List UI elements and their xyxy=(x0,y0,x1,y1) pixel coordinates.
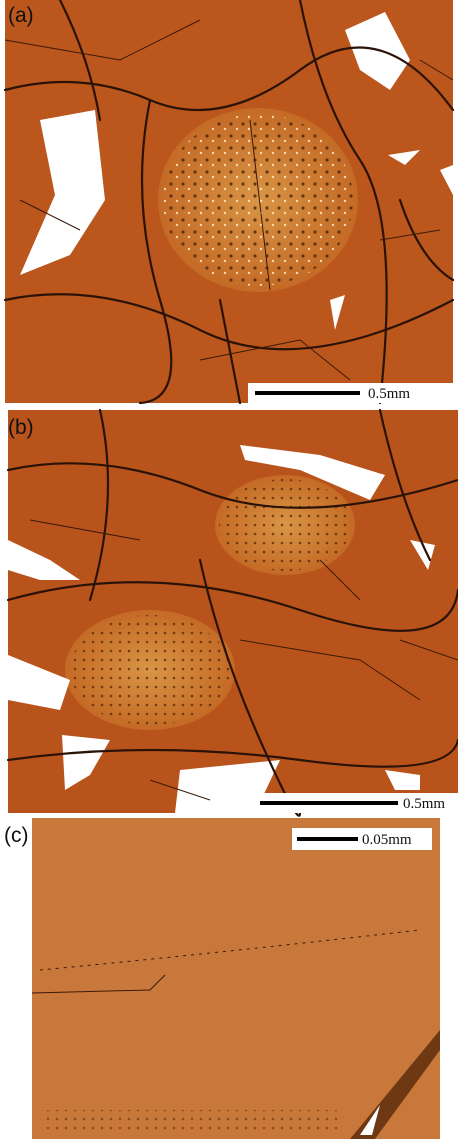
void xyxy=(20,110,105,275)
crack xyxy=(350,1030,440,1139)
cracks xyxy=(4,19,454,381)
panel-label: (a) xyxy=(8,4,34,27)
boundary xyxy=(31,974,166,994)
inclusions xyxy=(163,114,353,286)
void xyxy=(360,1105,380,1135)
scale-label: 0.05mm xyxy=(362,832,412,848)
panel-label: (b) xyxy=(8,416,34,439)
panel-c: (c) 0.05mm xyxy=(4,818,440,1139)
panel-label: (c) xyxy=(4,824,29,847)
void xyxy=(8,540,435,813)
cracks xyxy=(29,519,458,801)
void xyxy=(345,12,410,90)
scale-label: 0.5mm xyxy=(403,796,445,812)
inclusions xyxy=(40,1110,340,1130)
inclusions xyxy=(70,615,230,725)
scale-label: 0.5mm xyxy=(368,386,410,402)
cracks xyxy=(6,408,458,817)
void xyxy=(240,445,385,500)
panel-b: (b) 0.5mm xyxy=(6,408,458,817)
panel-a: (a) 0.5mm xyxy=(3,0,455,405)
cracks xyxy=(3,0,455,405)
inclusions xyxy=(219,479,351,571)
scale-box xyxy=(292,828,432,850)
micrograph xyxy=(32,818,440,1139)
